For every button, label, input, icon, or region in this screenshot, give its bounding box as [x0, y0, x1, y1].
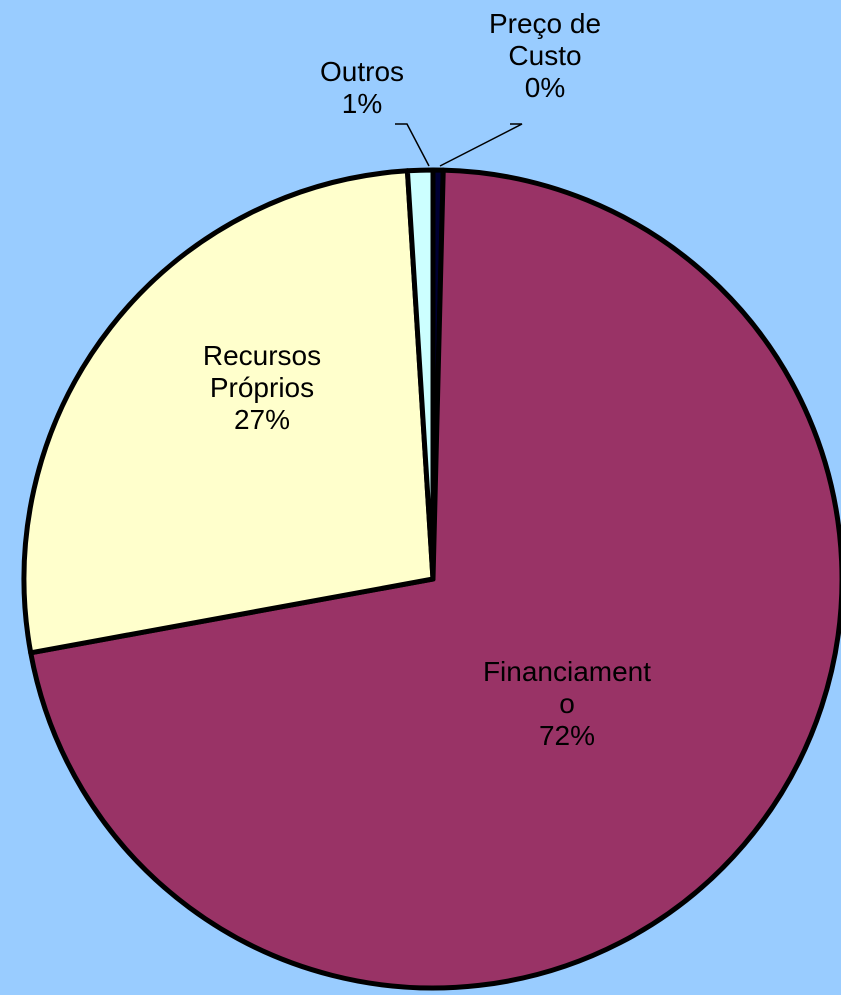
label-box: Financiamento 72%	[482, 656, 652, 752]
value-label: 27%	[233, 404, 291, 435]
leader-line	[395, 123, 430, 167]
category-label: Recursos Próprios	[202, 340, 322, 403]
leader-line	[439, 123, 523, 167]
value-label: 72%	[538, 720, 596, 751]
category-label: Preço de Custo	[488, 8, 602, 71]
category-label: Financiamento	[482, 656, 652, 719]
category-label: Outros	[319, 56, 405, 87]
value-label: 0%	[524, 72, 566, 103]
pie-slice	[28, 167, 841, 991]
label-box: Outros 1%	[277, 56, 447, 120]
value-label: 1%	[341, 88, 383, 119]
pie-slice	[404, 167, 436, 582]
label-box: Preço de Custo 0%	[460, 8, 630, 104]
label-box: Recursos Próprios 27%	[177, 340, 347, 436]
pie-slice	[21, 168, 436, 656]
